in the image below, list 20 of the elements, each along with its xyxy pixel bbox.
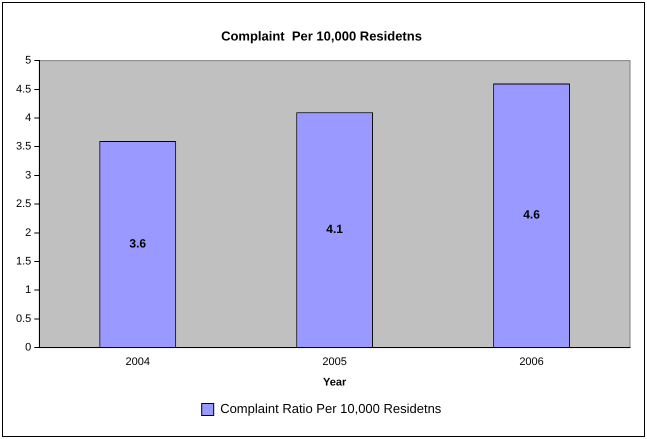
y-tick-label: 3.5 [16, 140, 32, 153]
x-axis-title: Year [323, 376, 347, 388]
data-label: 4.1 [326, 222, 344, 236]
y-tick-label: 2 [25, 226, 32, 239]
y-tick-label: 4.5 [16, 83, 32, 96]
y-tick-label: 1.5 [16, 256, 32, 268]
y-tick-label: 4 [25, 112, 32, 124]
y-tick-label: 3 [25, 169, 32, 182]
y-tick-label: 2.5 [16, 198, 32, 210]
legend-label: Complaint Ratio Per 10,000 Residetns [220, 401, 442, 416]
data-label: 3.6 [129, 236, 146, 250]
x-tick-label: 2006 [519, 356, 544, 368]
data-label: 4.6 [523, 208, 540, 222]
x-tick-label: 2005 [322, 356, 347, 368]
y-tick-label: 0.5 [16, 312, 32, 325]
y-tick-label: 5 [25, 54, 32, 67]
y-tick-label: 0 [25, 342, 32, 354]
chart-title: Complaint Per 10,000 Residetns [221, 28, 422, 44]
y-tick-label: 1 [25, 284, 32, 296]
x-tick-label: 2004 [126, 356, 150, 368]
